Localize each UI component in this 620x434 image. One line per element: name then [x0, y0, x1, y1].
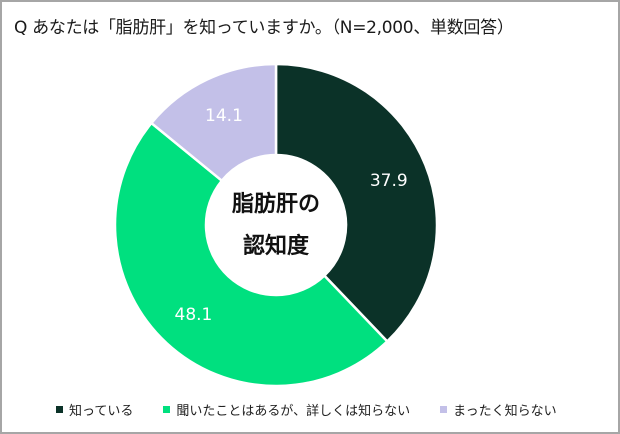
center-label-line2: 認知度 — [242, 234, 309, 259]
chart-title: Q あなたは「脂肪肝」を知っていますか。（N=2,000、単数回答） — [14, 18, 514, 38]
donut-center-label: 脂肪肝の 認知度 — [206, 184, 346, 268]
legend-swatch-heard — [163, 406, 171, 413]
slice-unknown — [149, 62, 278, 183]
slice-value-label: 48.1 — [175, 305, 213, 325]
legend-label: 知っている — [69, 404, 134, 419]
legend-label: まったく知らない — [453, 404, 557, 419]
legend-item-heard: 聞いたことはあるが、詳しくは知らない — [163, 400, 410, 419]
center-label-line1: 脂肪肝の — [231, 192, 320, 217]
legend-swatch-unknown — [440, 406, 448, 413]
chart-legend: 知っている 聞いたことはあるが、詳しくは知らない まったく知らない — [56, 400, 587, 419]
legend-item-know: 知っている — [56, 400, 133, 419]
legend-label: 聞いたことはあるが、詳しくは知らない — [176, 404, 411, 419]
slice-heard — [113, 121, 389, 388]
slice-value-label: 14.1 — [205, 106, 243, 126]
legend-swatch-know — [56, 406, 63, 413]
legend-item-unknown: まったく知らない — [440, 400, 557, 419]
slice-value-label: 37.9 — [370, 171, 408, 191]
slice-know — [274, 62, 439, 344]
